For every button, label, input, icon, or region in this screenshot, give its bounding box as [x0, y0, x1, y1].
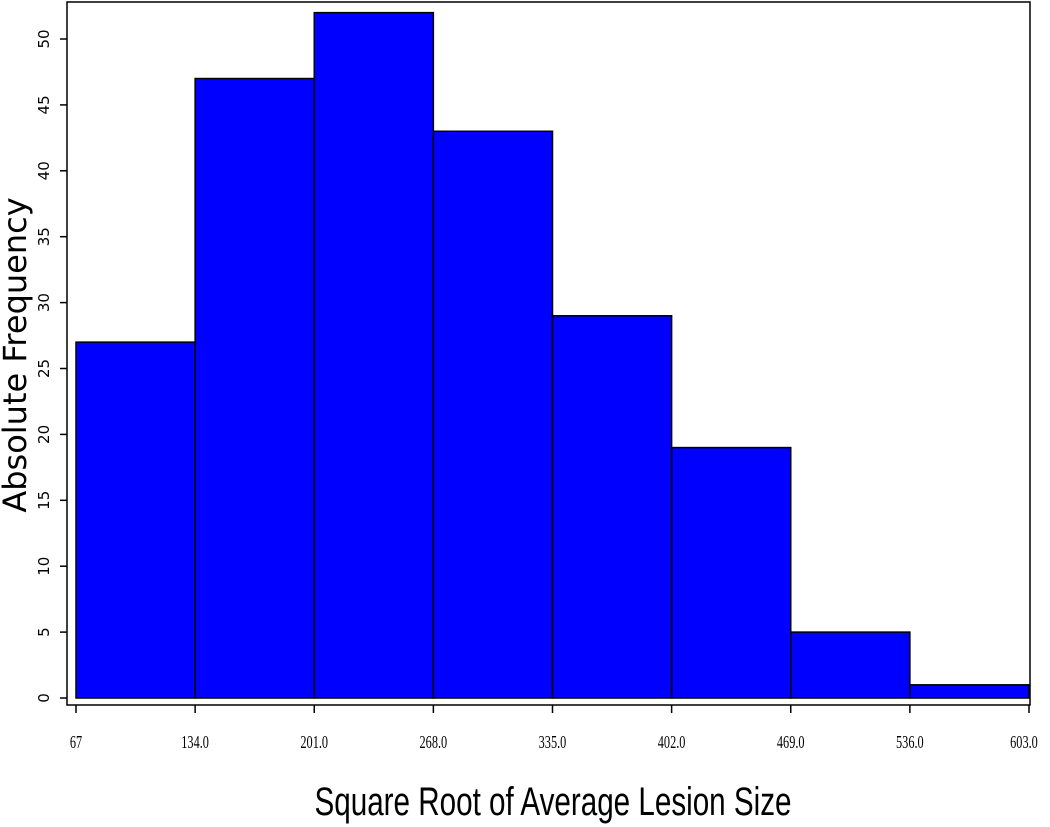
x-tick-label: 603.0: [1010, 733, 1038, 753]
histogram-bar: [194, 77, 315, 699]
y-tick-label: 30: [35, 293, 53, 312]
y-tick-label: 20: [35, 425, 53, 444]
x-tick-label: 469.0: [777, 733, 805, 753]
y-tick-label: 40: [35, 161, 53, 180]
histogram-bar: [313, 11, 435, 699]
x-axis-ticks: 67 134.0 201.0 268.0 335.0 402.0 469.0 536.0 603…: [70, 705, 1038, 753]
y-tick-label: 10: [35, 557, 53, 576]
bars-group: [75, 11, 1030, 699]
y-tick-label: 35: [35, 227, 53, 246]
x-tick-label: 402.0: [658, 733, 686, 753]
histogram-bar: [551, 315, 673, 699]
y-tick-label: 50: [35, 29, 53, 48]
histogram-bar: [909, 684, 1030, 699]
plot-frame: [66, 1, 1031, 706]
x-tick-label: 67: [70, 733, 83, 753]
y-tick-label: 0: [35, 693, 53, 703]
histogram-bar: [790, 631, 911, 699]
histogram-bar: [75, 341, 196, 699]
x-tick-label: 268.0: [420, 733, 448, 753]
y-tick-label: 15: [35, 491, 53, 510]
x-tick-label: 536.0: [896, 733, 924, 753]
x-axis-title: Square Root of Average Lesion Size: [314, 780, 791, 824]
x-tick-label: 335.0: [539, 733, 567, 753]
y-tick-label: 5: [35, 627, 53, 637]
histogram-bar: [670, 446, 792, 699]
y-axis-title: Absolute Frequency: [0, 197, 34, 512]
x-tick-label: 134.0: [181, 733, 209, 753]
histogram-bar: [432, 130, 554, 699]
x-tick-label: 201.0: [300, 733, 328, 753]
y-tick-label: 45: [35, 95, 53, 114]
y-tick-label: 25: [35, 359, 53, 378]
y-axis-ticks: 0 5 10 15 20 25 30 35 40 45 50: [35, 29, 67, 703]
